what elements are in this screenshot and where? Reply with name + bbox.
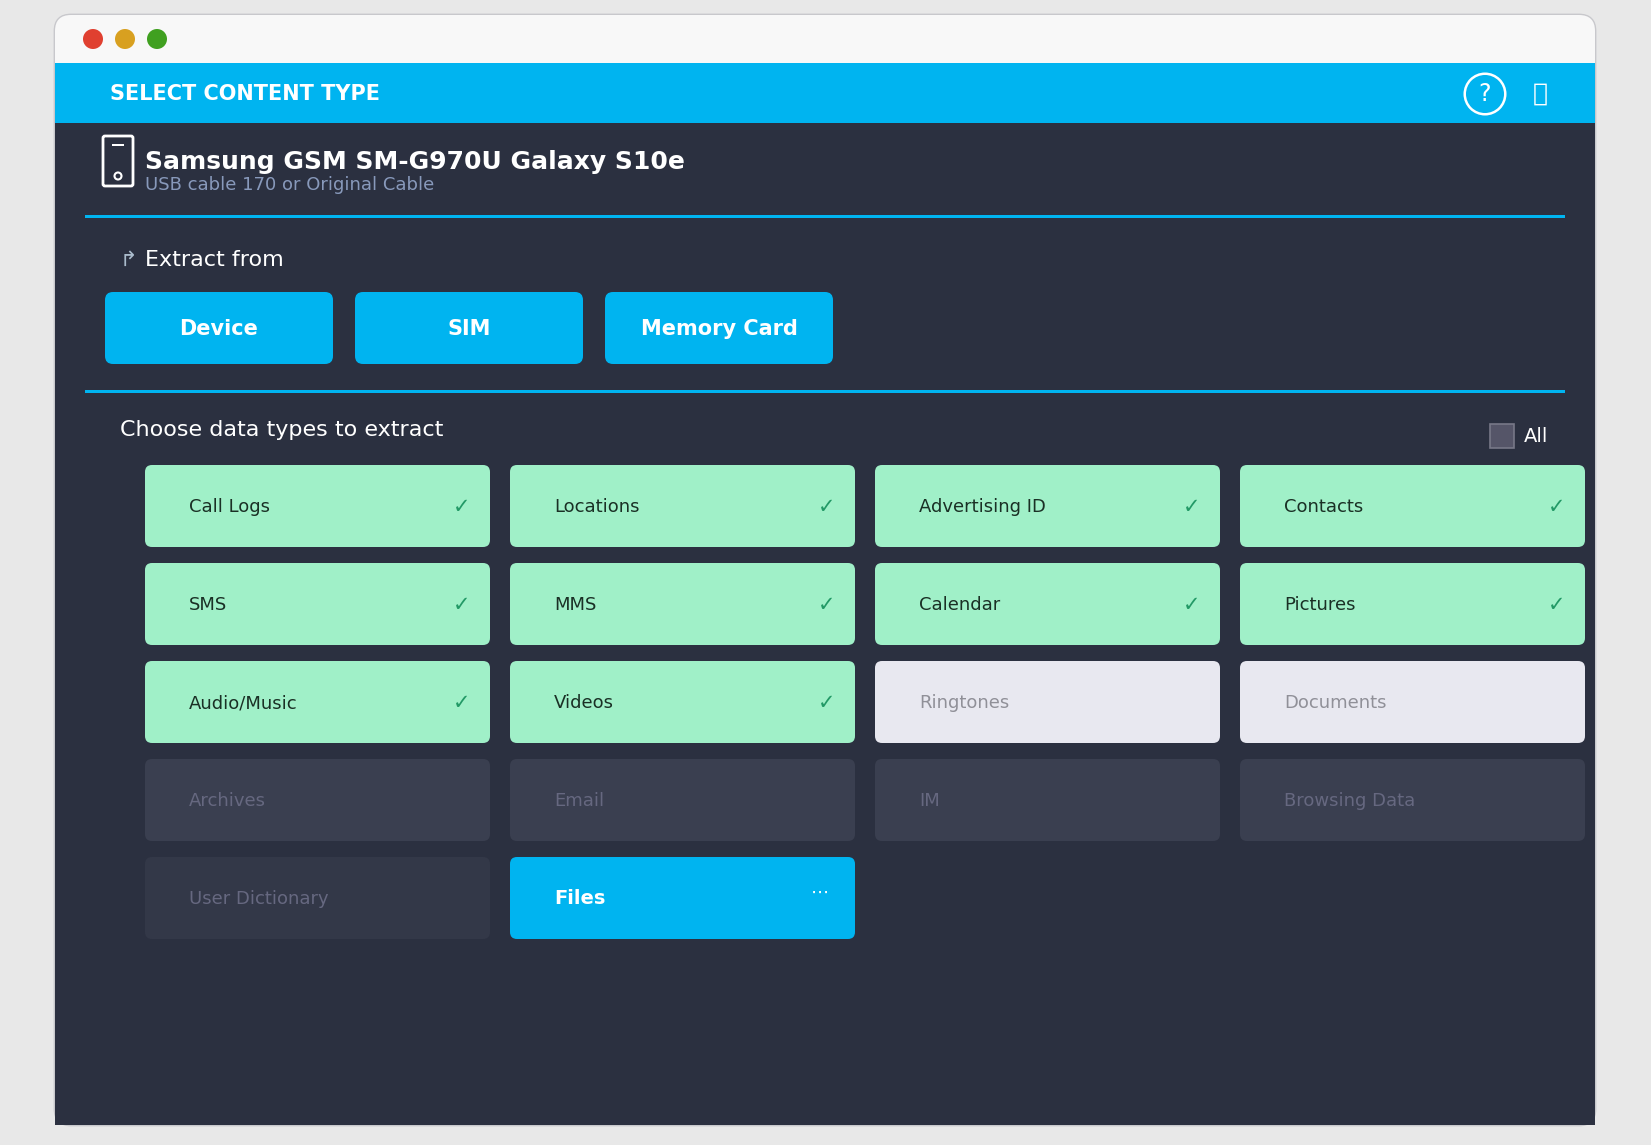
FancyBboxPatch shape [145, 759, 490, 840]
Bar [1489, 424, 1514, 448]
FancyBboxPatch shape [145, 465, 490, 547]
Text: ✓: ✓ [819, 497, 835, 518]
Text: Device: Device [180, 319, 259, 339]
FancyBboxPatch shape [145, 856, 490, 939]
Text: ✓: ✓ [454, 595, 471, 615]
Text: ✓: ✓ [454, 497, 471, 518]
Text: ✓: ✓ [1184, 595, 1200, 615]
Text: ↱: ↱ [121, 250, 137, 270]
Circle shape [147, 29, 167, 49]
FancyBboxPatch shape [1240, 759, 1585, 840]
FancyBboxPatch shape [1240, 661, 1585, 743]
Text: Locations: Locations [555, 498, 639, 516]
Text: Extract from: Extract from [145, 250, 284, 270]
Text: Samsung GSM SM-G970U Galaxy S10e: Samsung GSM SM-G970U Galaxy S10e [145, 150, 685, 174]
Bar [112, 144, 124, 147]
FancyBboxPatch shape [875, 465, 1220, 547]
Text: ✓: ✓ [1184, 497, 1200, 518]
FancyBboxPatch shape [106, 292, 334, 364]
Text: Documents: Documents [1284, 694, 1387, 712]
Text: Calendar: Calendar [920, 597, 1001, 614]
Text: Call Logs: Call Logs [188, 498, 271, 516]
Text: ?: ? [1479, 82, 1491, 106]
FancyBboxPatch shape [604, 292, 834, 364]
Text: Advertising ID: Advertising ID [920, 498, 1045, 516]
Text: Audio/Music: Audio/Music [188, 694, 297, 712]
Text: User Dictionary: User Dictionary [188, 890, 329, 908]
Text: Archives: Archives [188, 792, 266, 810]
Text: ✓: ✓ [454, 693, 471, 713]
FancyBboxPatch shape [54, 15, 1595, 63]
Text: SMS: SMS [188, 597, 228, 614]
Bar [54, 63, 1595, 123]
FancyBboxPatch shape [875, 759, 1220, 840]
FancyBboxPatch shape [1240, 465, 1585, 547]
Text: IM: IM [920, 792, 939, 810]
FancyBboxPatch shape [510, 759, 855, 840]
Text: Email: Email [555, 792, 604, 810]
FancyBboxPatch shape [510, 856, 855, 939]
Text: Browsing Data: Browsing Data [1284, 792, 1415, 810]
Text: SELECT CONTENT TYPE: SELECT CONTENT TYPE [111, 84, 380, 104]
Text: Pictures: Pictures [1284, 597, 1355, 614]
Text: ✓: ✓ [1549, 595, 1565, 615]
FancyBboxPatch shape [875, 563, 1220, 645]
Bar [84, 215, 1565, 218]
Text: ✓: ✓ [819, 595, 835, 615]
FancyBboxPatch shape [510, 661, 855, 743]
Text: ✓: ✓ [1549, 497, 1565, 518]
Text: Videos: Videos [555, 694, 614, 712]
Text: Contacts: Contacts [1284, 498, 1364, 516]
FancyBboxPatch shape [145, 563, 490, 645]
Text: Ringtones: Ringtones [920, 694, 1009, 712]
Bar [54, 123, 1595, 1126]
FancyBboxPatch shape [510, 465, 855, 547]
Text: ✓: ✓ [819, 693, 835, 713]
Bar [54, 39, 1595, 63]
FancyBboxPatch shape [54, 1093, 1595, 1126]
Text: USB cable 170 or Original Cable: USB cable 170 or Original Cable [145, 176, 434, 194]
FancyBboxPatch shape [510, 563, 855, 645]
FancyBboxPatch shape [1240, 563, 1585, 645]
FancyBboxPatch shape [145, 661, 490, 743]
Text: ⏻: ⏻ [1532, 82, 1547, 106]
Text: SIM: SIM [447, 319, 490, 339]
Text: ⋯: ⋯ [811, 884, 829, 902]
Bar [84, 390, 1565, 393]
Text: Files: Files [555, 890, 606, 908]
Circle shape [83, 29, 102, 49]
FancyBboxPatch shape [54, 15, 1595, 1126]
Text: Choose data types to extract: Choose data types to extract [121, 420, 444, 440]
Text: MMS: MMS [555, 597, 596, 614]
FancyBboxPatch shape [875, 661, 1220, 743]
Circle shape [116, 29, 135, 49]
Text: All: All [1524, 426, 1549, 445]
FancyBboxPatch shape [355, 292, 583, 364]
Text: Memory Card: Memory Card [641, 319, 797, 339]
